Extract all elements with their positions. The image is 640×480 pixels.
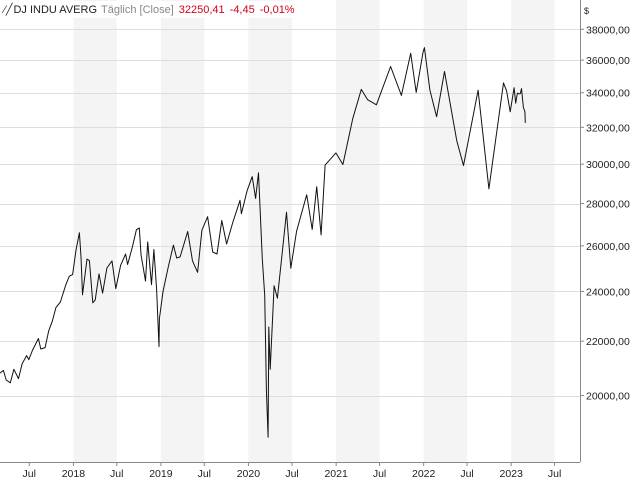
y-tick-label: 30000,00 bbox=[586, 159, 630, 171]
background-band bbox=[73, 0, 117, 462]
series-line bbox=[0, 47, 526, 438]
x-tick-label: 2019 bbox=[149, 468, 173, 480]
x-tick-label: Jul bbox=[373, 468, 386, 480]
axes bbox=[0, 0, 581, 463]
x-tick-label: Jul bbox=[460, 468, 473, 480]
y-tick-label: 26000,00 bbox=[586, 241, 630, 253]
x-tick-label: Jul bbox=[548, 468, 561, 480]
x-tick-label: Jul bbox=[23, 468, 36, 480]
x-tick-label: 2018 bbox=[62, 468, 86, 480]
y-tick-label: 38000,00 bbox=[586, 24, 630, 36]
y-tick-label: 24000,00 bbox=[586, 286, 630, 298]
background-band bbox=[336, 0, 380, 462]
legend-change-pct: -0,01% bbox=[259, 3, 295, 16]
legend-change: -4,45 bbox=[229, 3, 255, 16]
x-tick-label: Jul bbox=[285, 468, 298, 480]
legend[interactable]: ⁄╱ DJ INDU AVERG Täglich [Close] 32250,4… bbox=[2, 1, 299, 18]
line-chart-icon: ⁄╱ bbox=[4, 4, 13, 16]
legend-last-value: 32250,41 bbox=[178, 3, 225, 16]
background-band bbox=[248, 0, 293, 462]
legend-symbol: DJ INDU AVERG bbox=[13, 3, 97, 16]
y-tick-label: 22000,00 bbox=[586, 336, 630, 348]
legend-frequency: Täglich [Close] bbox=[101, 3, 174, 16]
x-tick-label: 2022 bbox=[412, 468, 436, 480]
x-tick-label: 2021 bbox=[324, 468, 348, 480]
x-tick-label: 2023 bbox=[500, 468, 524, 480]
y-tick-label: 20000,00 bbox=[586, 391, 630, 403]
x-tick-label: Jul bbox=[198, 468, 211, 480]
x-tick-labels: Jul 2018 Jul 2019 Jul 2020 Jul 2021 Jul 2022 Jul 20… bbox=[23, 462, 561, 480]
plot-area bbox=[0, 47, 526, 438]
y-tick-label: 32000,00 bbox=[586, 122, 630, 134]
y-tick-label: 36000,00 bbox=[586, 55, 630, 67]
currency-label: $ bbox=[584, 6, 589, 16]
x-tick-label: Jul bbox=[110, 468, 123, 480]
background-band bbox=[423, 0, 468, 462]
background-band bbox=[511, 0, 555, 462]
y-tick-labels: 20000,00 22000,00 24000,00 26000,00 28000,00… bbox=[580, 24, 630, 403]
y-tick-label: 34000,00 bbox=[586, 88, 630, 100]
background-bands bbox=[73, 0, 555, 462]
y-tick-label: 28000,00 bbox=[586, 199, 630, 211]
background-band bbox=[160, 0, 205, 462]
x-tick-label: 2020 bbox=[237, 468, 261, 480]
